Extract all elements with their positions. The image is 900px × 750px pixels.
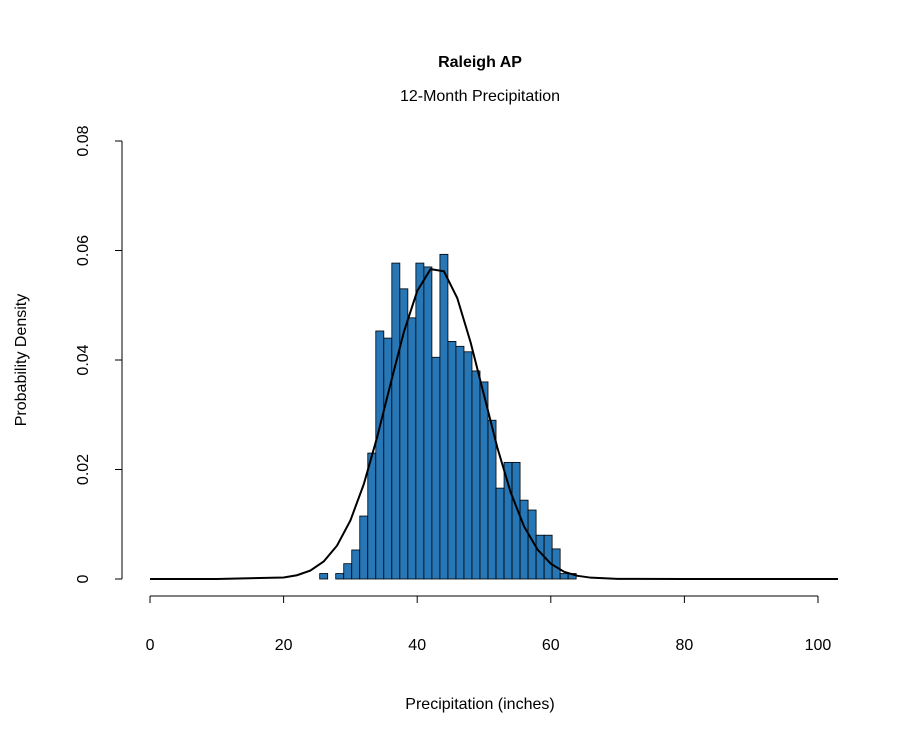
bar <box>423 266 433 580</box>
bar <box>471 370 481 580</box>
bar <box>559 573 569 580</box>
bar <box>319 573 329 580</box>
bar <box>551 548 561 580</box>
bar <box>351 549 361 580</box>
bar <box>407 317 417 580</box>
bar <box>375 330 385 580</box>
bar <box>359 515 369 580</box>
bar <box>519 499 529 580</box>
x-tick-label: 100 <box>805 637 832 654</box>
chart-subtitle: 12-Month Precipitation <box>400 88 560 105</box>
bar <box>447 340 457 580</box>
bar <box>343 563 353 580</box>
y-tick-label: 0.02 <box>75 454 92 485</box>
bar <box>431 356 441 580</box>
chart-title: Raleigh AP <box>438 54 522 71</box>
density-curve <box>150 268 839 580</box>
bar <box>383 337 393 580</box>
bar <box>439 253 449 580</box>
bar <box>415 262 425 580</box>
bar <box>367 452 377 580</box>
bar <box>503 461 513 580</box>
bar <box>535 534 545 580</box>
x-tick-label: 40 <box>408 637 426 654</box>
x-tick-label: 0 <box>146 637 155 654</box>
x-tick-label: 80 <box>675 637 693 654</box>
x-tick-label: 60 <box>542 637 560 654</box>
bar <box>391 262 401 580</box>
bar <box>335 573 345 580</box>
y-axis-label: Probability Density <box>13 294 30 427</box>
x-tick-label: 20 <box>275 637 293 654</box>
bar <box>479 381 489 580</box>
bar <box>463 351 473 580</box>
y-tick-label: 0.04 <box>75 344 92 375</box>
bar <box>455 345 465 580</box>
x-axis-label: Precipitation (inches) <box>405 696 554 713</box>
bar <box>487 419 497 580</box>
bar <box>495 487 505 580</box>
bar <box>511 461 521 580</box>
y-tick-label: 0 <box>75 574 92 583</box>
y-tick-label: 0.08 <box>75 125 92 156</box>
y-tick-label: 0.06 <box>75 235 92 266</box>
